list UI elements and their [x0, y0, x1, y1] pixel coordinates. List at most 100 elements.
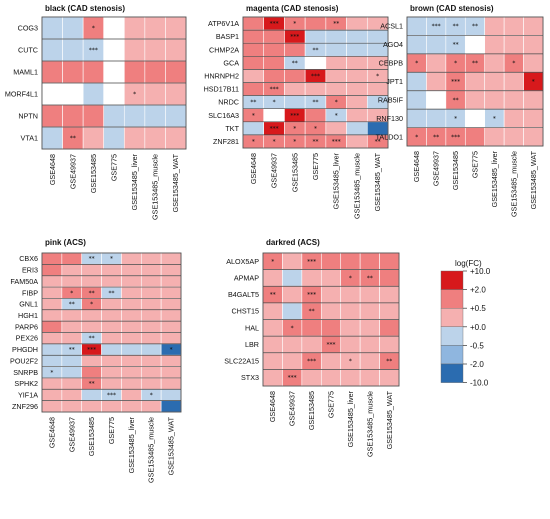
row-label: BASP1	[216, 32, 239, 41]
heatmap-cell	[503, 127, 524, 147]
significance-mark: *	[70, 290, 73, 297]
heatmap-cell	[62, 104, 84, 128]
significance-mark: **	[386, 358, 392, 365]
column-label: GSE49937	[67, 417, 76, 452]
significance-mark: *	[110, 256, 113, 263]
row-label: STX3	[241, 373, 259, 382]
row-label: ALOX5AP	[226, 257, 259, 266]
heatmap-cell	[325, 29, 347, 44]
heatmap-cell	[121, 388, 142, 401]
heatmap-cell	[379, 285, 400, 304]
panel-border	[41, 16, 187, 150]
significance-mark: **	[453, 23, 459, 30]
heatmap-cell	[61, 354, 83, 367]
row-label: MAML1	[13, 68, 38, 77]
heatmap-cell	[406, 16, 427, 36]
row-label: NRDC	[218, 98, 239, 107]
heatmap-cell	[121, 354, 142, 367]
heatmap-cell	[160, 388, 182, 401]
column-label: GSE4648	[249, 153, 258, 184]
heatmap-cell	[464, 90, 486, 110]
heatmap-cell	[165, 38, 187, 62]
heatmap-cell	[304, 55, 327, 70]
heatmap-cell	[284, 42, 306, 57]
heatmap-cell	[426, 53, 447, 73]
heatmap-panel: brown (CAD stenosis)*** ** **ACSL1**AGO4* *…	[376, 4, 544, 217]
column-label: GSE153485_WAT	[167, 416, 176, 475]
significance-mark: *	[532, 79, 535, 86]
heatmap-cell	[123, 16, 146, 40]
heatmap-cell	[140, 377, 162, 390]
row-label: ACSL1	[380, 22, 403, 31]
heatmap-cell	[262, 369, 283, 387]
column-label: GSE4648	[412, 151, 421, 182]
heatmap-cell	[103, 16, 125, 40]
heatmap-cell	[121, 286, 142, 299]
significance-mark: *	[415, 60, 418, 67]
column-label: GSE775	[311, 153, 320, 180]
row-label: SLC16A3	[208, 111, 239, 120]
row-label: HSD17B11	[204, 85, 239, 94]
column-label: GSE49937	[432, 151, 441, 186]
heatmap-cell	[41, 332, 63, 345]
heatmap-cell	[464, 35, 486, 55]
significance-mark: **	[472, 23, 478, 30]
heatmap-cell	[426, 71, 447, 92]
legend-label: +0.5	[470, 304, 486, 313]
significance-mark: ***	[89, 47, 98, 54]
column-label: GSE153485_liver	[130, 153, 139, 210]
column-label: GSE153485_muscle	[352, 153, 361, 219]
heatmap-cell	[242, 69, 265, 83]
heatmap-cell	[61, 366, 83, 379]
heatmap-cell	[101, 332, 122, 345]
significance-mark: *	[252, 112, 255, 119]
heatmap-cell	[282, 269, 303, 287]
heatmap-cell	[340, 319, 361, 337]
heatmap-cell	[41, 354, 63, 367]
heatmap-cell	[346, 82, 368, 96]
significance-mark: *	[252, 138, 255, 145]
heatmap-cell	[103, 82, 125, 106]
heatmap-cell	[426, 35, 447, 55]
heatmap-panel: black (CAD stenosis) * COG3 *** CUTC MAML1 * MO…	[5, 4, 187, 220]
heatmap-cell	[140, 298, 162, 311]
heatmap-cell	[160, 252, 182, 265]
column-label: GSE153485_liver	[490, 150, 499, 207]
row-label: APMAP	[234, 273, 259, 282]
significance-mark: ***	[307, 258, 316, 265]
heatmap-panel: darkred (ACS)* ***ALOX5AP* **APMAP** ***B4G…	[224, 238, 400, 457]
significance-mark: ***	[288, 375, 297, 382]
heatmap-cell	[41, 264, 63, 277]
heatmap-cell	[41, 286, 63, 299]
heatmap-cell	[82, 104, 105, 128]
row-label: B4GALT5	[228, 290, 259, 299]
column-label: GSE775	[471, 151, 480, 178]
heatmap-cell	[41, 388, 63, 401]
heatmap-cell	[160, 298, 182, 311]
heatmap-cell	[121, 366, 142, 379]
significance-mark: ***	[432, 23, 441, 30]
significance-mark: *	[90, 301, 93, 308]
significance-mark: *	[92, 25, 95, 32]
significance-mark: ***	[87, 347, 96, 354]
heatmap-cell	[160, 366, 182, 379]
significance-mark: *	[454, 115, 457, 122]
significance-mark: **	[433, 134, 439, 141]
column-label: GSE153485	[451, 151, 460, 190]
row-label: HNRNPH2	[204, 71, 239, 80]
column-label: GSE153485	[290, 153, 299, 192]
heatmap-cell	[41, 343, 63, 356]
heatmap-cell	[346, 121, 368, 136]
column-label: GSE153485_WAT	[385, 390, 394, 449]
heatmap-cell	[140, 400, 162, 413]
column-label: GSE49937	[288, 391, 297, 426]
heatmap-cell	[160, 286, 182, 299]
heatmap-cell	[263, 42, 285, 57]
heatmap-cell	[282, 352, 303, 370]
heatmap-cell	[81, 264, 102, 277]
significance-mark: **	[313, 99, 319, 106]
heatmap-panel: magenta (CAD stenosis)*** * **ATP6V1A***BA…	[204, 4, 389, 219]
heatmap-cell	[140, 264, 162, 277]
heatmap-cell	[379, 252, 400, 270]
